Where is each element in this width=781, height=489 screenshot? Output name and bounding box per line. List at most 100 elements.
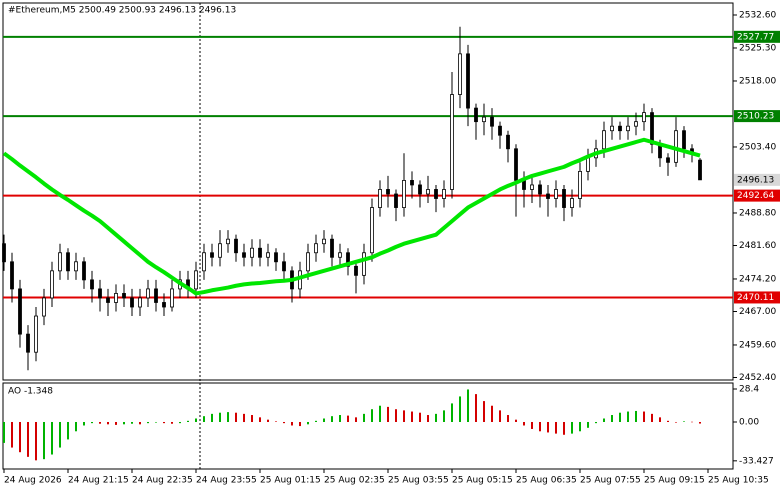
ao-bar (19, 421, 21, 453)
candle-body (538, 184, 542, 195)
ao-bar (531, 421, 533, 429)
candle-body (602, 130, 606, 150)
ao-bar (155, 421, 157, 423)
ao-bar (35, 421, 37, 461)
candle-body (138, 297, 142, 308)
candle-body (362, 252, 366, 276)
x-tick-label: 25 Aug 01:15 (260, 476, 321, 486)
candle-body (450, 94, 454, 190)
ao-bar (419, 412, 421, 422)
candle-body (618, 125, 622, 132)
ao-bar (459, 396, 461, 422)
candle-body (466, 53, 470, 109)
ao-bar (123, 421, 125, 425)
ao-bar (403, 410, 405, 422)
candle-body (146, 288, 150, 299)
ao-bar (91, 421, 93, 424)
ao-bar (219, 412, 221, 422)
ao-bar (579, 421, 581, 432)
ao-bar (483, 401, 485, 422)
level-label-box (734, 189, 780, 202)
candle-body (130, 297, 134, 308)
level-label-box (734, 291, 780, 304)
ao-bar (499, 410, 501, 422)
ao-bar (691, 421, 693, 423)
candle-body (18, 288, 22, 335)
ao-bar (515, 419, 517, 422)
y-tick-label: 2503.40 (739, 142, 776, 152)
ao-bar (203, 416, 205, 422)
y-tick-label: 2525.30 (739, 43, 776, 53)
ao-bar (443, 410, 445, 422)
indicator-label: AO -1.348 (8, 387, 53, 397)
candle-body (554, 189, 558, 199)
candle-body (202, 252, 206, 272)
ao-bar (395, 409, 397, 422)
ao-bar (67, 421, 69, 440)
ao-bar (107, 421, 109, 425)
ao-bar (59, 421, 61, 448)
candle-body (474, 107, 478, 123)
candle-body (498, 125, 502, 136)
ao-bar (635, 410, 637, 422)
candle-body (386, 189, 390, 195)
x-tick-label: 25 Aug 03:55 (388, 476, 449, 486)
ao-bar (27, 421, 29, 457)
candle-body (402, 180, 406, 208)
candle-body (282, 261, 286, 272)
ao-bar (251, 415, 253, 422)
x-tick-label: 25 Aug 02:35 (324, 476, 385, 486)
main-frame (2, 2, 734, 381)
ao-bar (659, 417, 661, 422)
x-tick-label: 25 Aug 05:15 (452, 476, 513, 486)
ao-bar (363, 413, 365, 422)
ao-bar (307, 421, 309, 425)
ao-bar (699, 421, 701, 424)
candle-body (666, 157, 670, 163)
candle-body (546, 193, 550, 199)
indicator-frame (2, 382, 734, 470)
x-tick-label: 24 Aug 21:15 (68, 476, 129, 486)
ao-bar (683, 421, 685, 422)
candle-body (106, 297, 110, 303)
ao-bar (451, 403, 453, 422)
level-label: 2510.23 (737, 112, 774, 122)
last-price-box (734, 173, 780, 186)
candle-body (314, 243, 318, 254)
candle-body (418, 184, 422, 195)
candle-body (66, 252, 70, 272)
ao-bar (571, 421, 573, 434)
candle-body (162, 302, 166, 308)
ao-bar (331, 416, 333, 422)
last-price-label: 2496.13 (737, 175, 774, 185)
ao-bar (171, 421, 173, 424)
candle-body (226, 238, 230, 245)
candle-body (274, 252, 278, 263)
candle-body (322, 238, 326, 245)
ao-bar (467, 389, 469, 422)
ao-bar (51, 421, 53, 455)
candle-body (458, 53, 462, 95)
candle-body (42, 297, 46, 317)
candle-body (250, 247, 254, 258)
chart-title: #Ethereum,M5 2500.49 2500.93 2496.13 249… (8, 6, 236, 16)
ao-bar (195, 418, 197, 422)
x-tick-label: 25 Aug 07:55 (580, 476, 641, 486)
indicator-tick-label: 0.00 (739, 417, 759, 427)
ao-bar (563, 421, 565, 435)
candle-body (2, 243, 6, 263)
candle-body (210, 252, 214, 258)
ao-bar (179, 421, 181, 424)
ao-bar (283, 421, 285, 424)
x-tick-label: 25 Aug 10:35 (708, 476, 769, 486)
ao-bar (539, 421, 541, 432)
candle-body (34, 315, 38, 353)
ao-bar (139, 421, 141, 425)
candle-body (562, 189, 566, 208)
candle-body (266, 252, 270, 258)
candle-body (490, 116, 494, 127)
ao-bar (411, 411, 413, 422)
y-tick-label: 2488.80 (739, 208, 776, 218)
moving-average (2, 137, 701, 296)
ao-bar (83, 421, 85, 426)
